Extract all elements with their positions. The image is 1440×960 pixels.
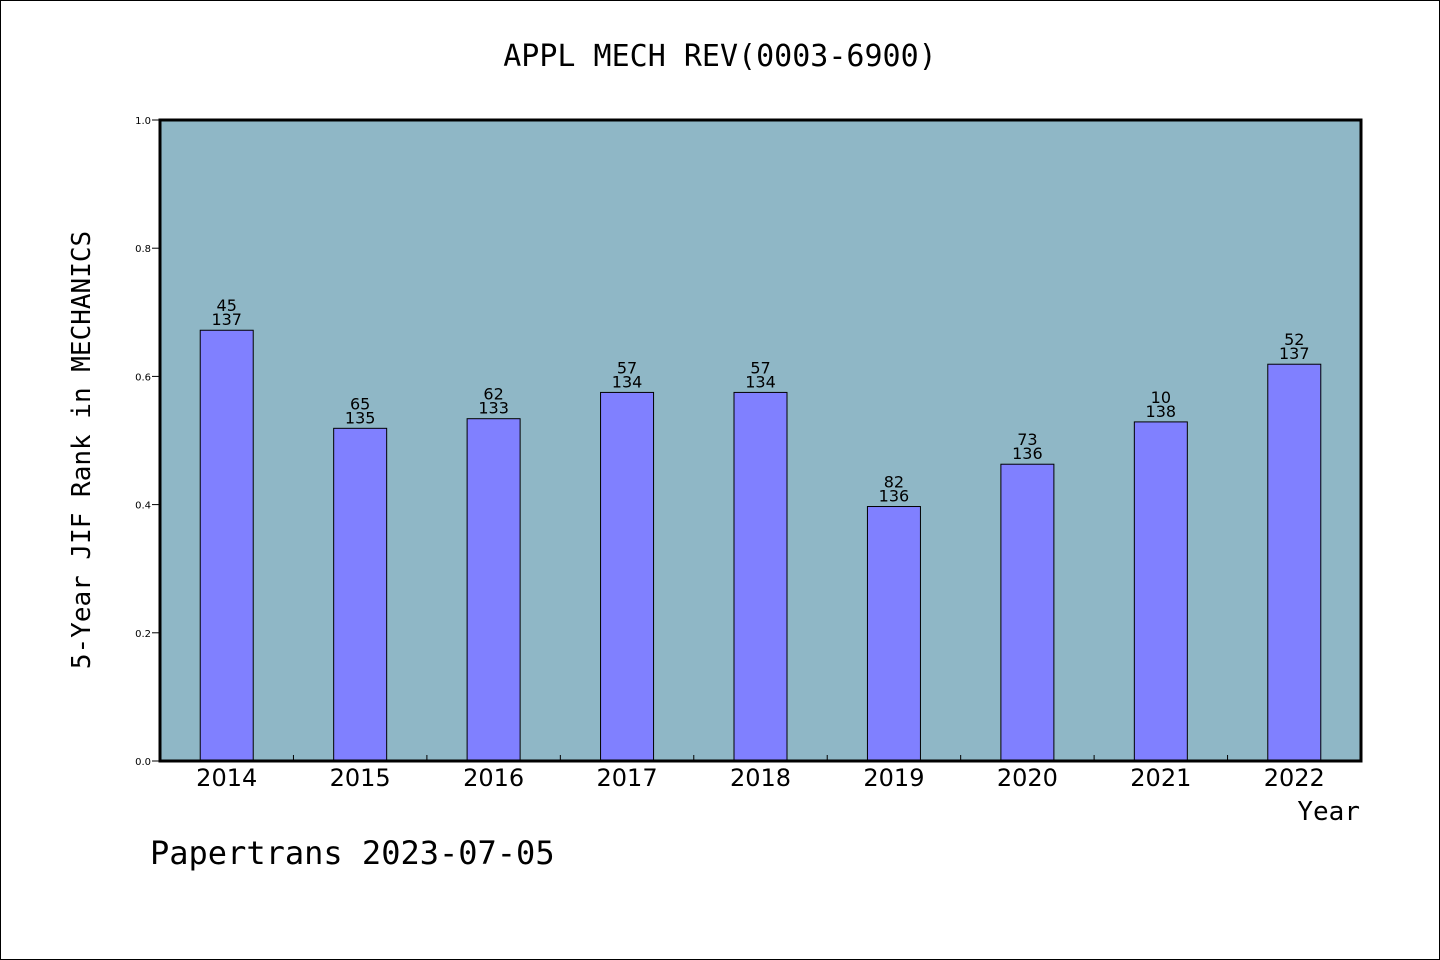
x-tick-label-2017: 2017 — [597, 764, 658, 792]
total-label-2021: 138 — [1146, 402, 1177, 421]
bar-2021 — [1133, 421, 1188, 762]
y-tick-label: 1.0 — [135, 116, 151, 127]
bar-2020 — [1000, 463, 1055, 762]
y-tick-label: 0.8 — [135, 244, 151, 255]
bar-2014 — [199, 329, 254, 762]
rank-label-2018: 57 — [750, 358, 770, 377]
ticks-layer: 2014 2015 2016 2017 2018 2019 2020 2021 2022 0.0 0… — [135, 116, 1325, 792]
data-labels-layer: 4513765135621335713457134821367313610138… — [211, 296, 1309, 505]
total-label-2014: 137 — [211, 310, 242, 329]
y-tick-label: 0.0 — [135, 757, 151, 768]
total-label-2020: 136 — [1012, 444, 1043, 463]
bar-2019 — [866, 506, 921, 762]
y-tick-label: 0.2 — [135, 629, 151, 640]
rank-label-2020: 73 — [1017, 430, 1037, 449]
total-label-2015: 135 — [345, 408, 376, 427]
bar-2022 — [1267, 363, 1322, 762]
rank-label-2021: 10 — [1151, 388, 1171, 407]
rank-label-2014: 45 — [217, 296, 237, 315]
rank-label-2016: 62 — [483, 385, 503, 404]
y-tick-label: 0.6 — [135, 372, 151, 383]
rank-label-2017: 57 — [617, 358, 637, 377]
x-axis-label: Year — [1297, 797, 1360, 827]
x-tick-label-2020: 2020 — [997, 764, 1058, 792]
total-label-2016: 133 — [478, 399, 509, 418]
x-tick-label-2018: 2018 — [730, 764, 791, 792]
x-tick-label-2022: 2022 — [1264, 764, 1325, 792]
total-label-2022: 137 — [1279, 344, 1310, 363]
x-tick-label-2014: 2014 — [196, 764, 257, 792]
x-tick-label-2019: 2019 — [863, 764, 924, 792]
bar-2017 — [600, 391, 655, 762]
rank-label-2022: 52 — [1284, 330, 1304, 349]
footer-credit: Papertrans 2023-07-05 — [150, 834, 555, 872]
plot-border — [158, 118, 1363, 763]
bar-2015 — [333, 427, 388, 762]
total-label-2019: 136 — [879, 487, 910, 506]
bar-2016 — [466, 418, 521, 762]
bars-layer — [199, 329, 1322, 762]
rank-label-2019: 82 — [884, 473, 904, 492]
x-tick-label-2015: 2015 — [330, 764, 391, 792]
total-label-2017: 134 — [612, 372, 643, 391]
rank-label-2015: 65 — [350, 394, 370, 413]
x-tick-label-2021: 2021 — [1130, 764, 1191, 792]
bar-2018 — [733, 391, 788, 762]
y-tick-label: 0.4 — [135, 501, 151, 512]
x-tick-label-2016: 2016 — [463, 764, 524, 792]
chart-title: APPL MECH REV(0003-6900) — [503, 39, 936, 74]
y-axis-label: 5-Year JIF Rank in MECHANICS — [67, 231, 97, 669]
total-label-2018: 134 — [745, 372, 776, 391]
